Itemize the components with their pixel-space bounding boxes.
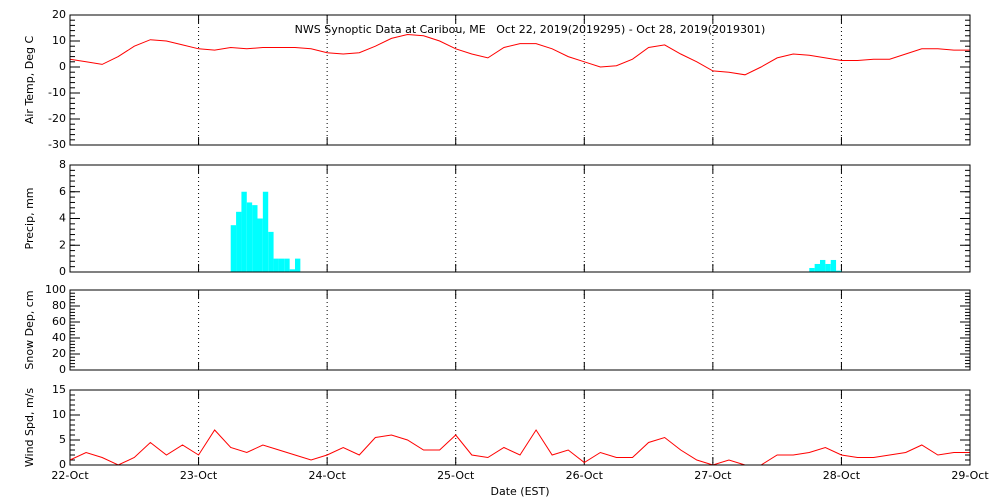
data-line xyxy=(69,429,970,466)
bar xyxy=(295,258,301,272)
x-tick-label: 24-Oct xyxy=(308,469,346,482)
y-tick-label: 4 xyxy=(59,212,66,225)
bar xyxy=(257,218,263,272)
data-line xyxy=(69,33,970,76)
x-tick-label: 25-Oct xyxy=(437,469,475,482)
y-tick-label: 40 xyxy=(52,331,66,344)
bar xyxy=(830,259,837,272)
bar xyxy=(289,269,295,272)
y-tick-label: 6 xyxy=(59,185,66,198)
bar xyxy=(230,225,237,272)
bar xyxy=(262,191,269,272)
x-tick-label: 28-Oct xyxy=(823,469,861,482)
y-tick-label: 80 xyxy=(52,299,66,312)
bar xyxy=(278,258,285,272)
bar xyxy=(236,211,242,272)
y-tick-label: 20 xyxy=(52,347,66,360)
y-tick-label: -30 xyxy=(48,138,66,151)
y-tick-label: 5 xyxy=(59,433,66,446)
y-tick-label: 60 xyxy=(52,315,66,328)
plot-frame xyxy=(69,289,971,371)
y-tick-label: 100 xyxy=(45,283,66,296)
x-tick-label: 27-Oct xyxy=(694,469,732,482)
y-tick-label: 10 xyxy=(52,408,66,421)
x-axis-label: Date (EST) xyxy=(490,485,549,498)
plot-frame xyxy=(69,389,971,466)
y-axis-label: Precip, mm xyxy=(23,188,36,250)
y-tick-label: 8 xyxy=(59,158,66,171)
y-axis-label: Air Temp, Deg C xyxy=(23,36,36,125)
bar xyxy=(241,191,247,272)
chart-title: NWS Synoptic Data at Caribou, ME Oct 22,… xyxy=(295,23,766,36)
y-tick-label: 0 xyxy=(59,363,66,376)
bar xyxy=(819,259,826,272)
y-tick-label: 15 xyxy=(52,383,66,396)
x-tick-label: 26-Oct xyxy=(566,469,604,482)
y-tick-label: 0 xyxy=(59,60,66,73)
plot-frame xyxy=(69,14,971,146)
y-tick-label: 0 xyxy=(59,458,66,471)
x-tick-label: 23-Oct xyxy=(180,469,218,482)
y-tick-label: -20 xyxy=(48,112,66,125)
x-tick-label: 22-Oct xyxy=(51,469,89,482)
bar xyxy=(825,263,831,272)
y-axis-label: Wind Spd, m/s xyxy=(23,388,36,468)
plot-frame xyxy=(69,164,971,273)
bar xyxy=(809,267,815,272)
bar xyxy=(246,202,253,272)
y-tick-label: 20 xyxy=(52,8,66,21)
y-tick-label: -10 xyxy=(48,86,66,99)
y-tick-label: 2 xyxy=(59,238,66,251)
bar xyxy=(252,205,258,272)
bar xyxy=(268,231,274,272)
y-axis-label: Snow Dep, cm xyxy=(23,290,36,369)
y-tick-label: 0 xyxy=(59,265,66,278)
bar xyxy=(273,258,279,272)
bar xyxy=(814,263,821,272)
bar xyxy=(284,258,290,272)
bar xyxy=(836,270,842,272)
y-tick-label: 10 xyxy=(52,34,66,47)
x-tick-label: 29-Oct xyxy=(951,469,989,482)
